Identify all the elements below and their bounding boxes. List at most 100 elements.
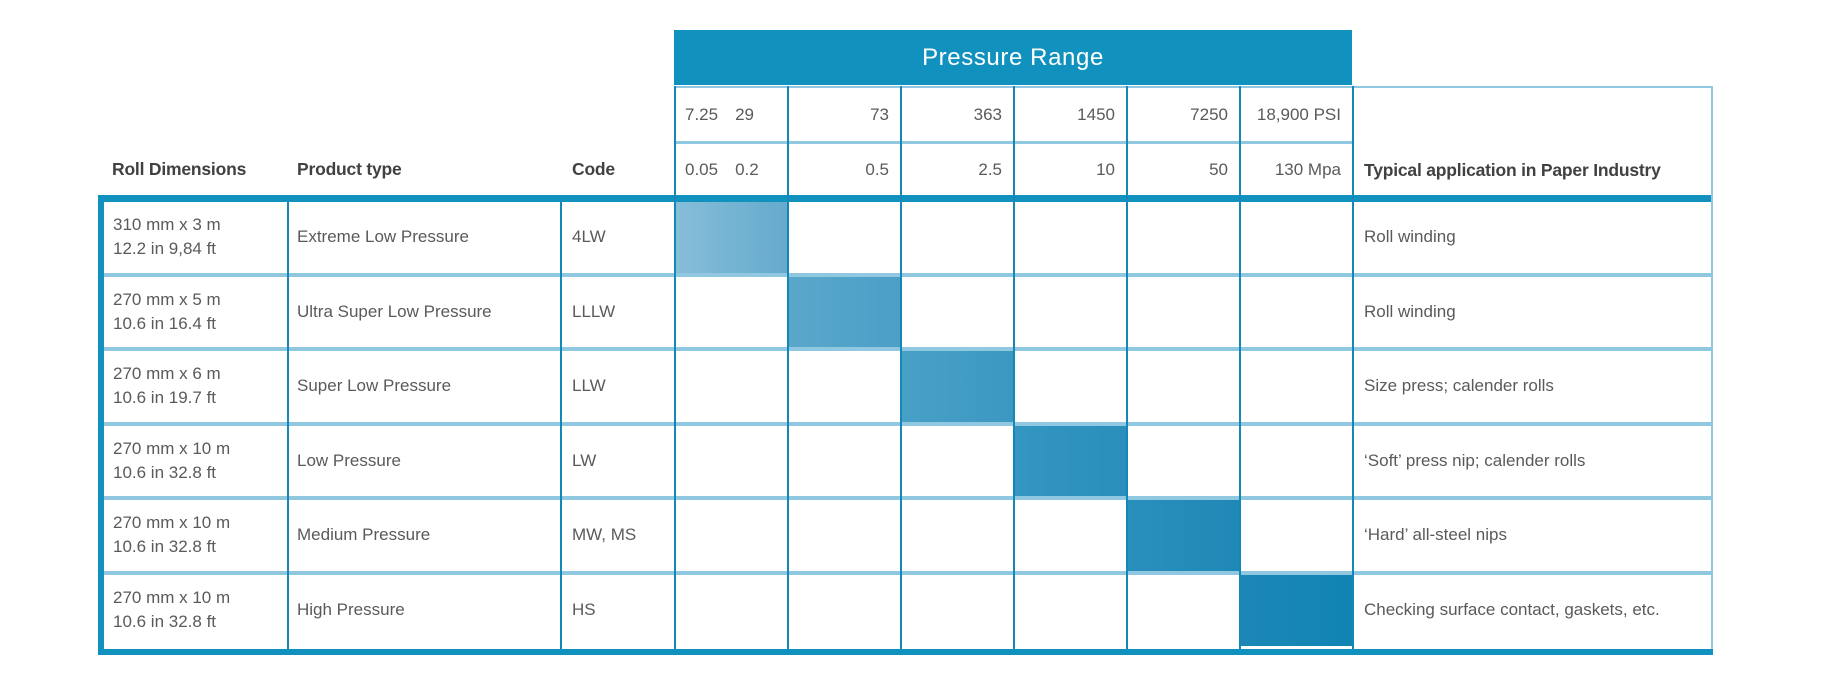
psi-cell: 18,900 PSI — [1239, 88, 1352, 141]
roll-dimensions-header: Roll Dimensions — [112, 159, 247, 179]
table-row: 270 mm x 5 m 10.6 in 16.4 ft Ultra Super… — [104, 276, 1711, 351]
pressure-cell — [1126, 426, 1239, 497]
mpa-cell: 50 — [1126, 144, 1239, 195]
product-type-cell: Super Low Pressure — [297, 376, 452, 396]
roll-dimensions-cell: 310 mm x 3 m 12.2 in 9,84 ft — [104, 202, 287, 273]
psi-header-row: 7.25 29 73 363 1450 7250 18,900 PSI — [674, 88, 1352, 141]
header-divider-bar — [98, 195, 1713, 202]
psi-value: 73 — [870, 104, 889, 124]
table-row: 270 mm x 10 m 10.6 in 32.8 ft Low Pressu… — [104, 425, 1711, 500]
psi-cell: 7250 — [1126, 88, 1239, 141]
mpa-value: 50 — [1209, 159, 1228, 179]
code-cell: LLW — [572, 376, 606, 396]
dimensions-metric: 270 mm x 10 m — [113, 438, 231, 458]
application-cell: ‘Soft’ press nip; calender rolls — [1364, 450, 1586, 470]
psi-cell: 7.25 29 — [674, 88, 787, 141]
table-row: 270 mm x 10 m 10.6 in 32.8 ft High Press… — [104, 574, 1711, 646]
table-row: 270 mm x 6 m 10.6 in 19.7 ft Super Low P… — [104, 351, 1711, 426]
grid-line-vertical — [674, 86, 676, 649]
dimensions-imperial: 10.6 in 19.7 ft — [113, 388, 217, 408]
application-header-label: Typical application in Paper Industry — [1364, 160, 1661, 180]
pressure-cell — [787, 276, 900, 347]
code-cell: LLLW — [572, 301, 616, 321]
pressure-range-banner-label: Pressure Range — [922, 43, 1104, 71]
pressure-cell — [1239, 202, 1352, 273]
mpa-cell: 2.5 — [900, 144, 1013, 195]
grid-line-vertical — [787, 86, 789, 649]
pressure-cell — [674, 426, 787, 497]
mpa-value: 10 — [1096, 159, 1115, 179]
pressure-cell — [900, 202, 1013, 273]
psi-value: 18,900 PSI — [1256, 104, 1341, 124]
pressure-cell — [1239, 351, 1352, 422]
mpa-header-row: 0.05 0.2 0.5 2.5 10 50 130 Mpa — [674, 144, 1352, 195]
roll-dimensions-cell: 270 mm x 10 m 10.6 in 32.8 ft — [104, 575, 287, 646]
psi-cell: 1450 — [1013, 88, 1126, 141]
application-cell: Roll winding — [1364, 227, 1456, 247]
roll-dimensions-cell: 270 mm x 10 m 10.6 in 32.8 ft — [104, 426, 287, 497]
code-cell: HS — [572, 600, 596, 619]
grid-line-vertical — [1711, 86, 1713, 649]
table-body: 310 mm x 3 m 12.2 in 9,84 ft Extreme Low… — [104, 202, 1711, 646]
grid-line-horizontal — [674, 86, 1713, 88]
pressure-cell — [787, 575, 900, 646]
dimensions-imperial: 10.6 in 32.8 ft — [113, 462, 217, 482]
product-type-cell: Low Pressure — [297, 450, 401, 470]
roll-dimensions-cell: 270 mm x 6 m 10.6 in 19.7 ft — [104, 351, 287, 422]
pressure-cell — [1013, 500, 1126, 571]
mpa-value: 0.5 — [865, 159, 889, 179]
application-cell: Size press; calender rolls — [1364, 376, 1554, 396]
pressure-cell — [1239, 426, 1352, 497]
pressure-cell — [787, 202, 900, 273]
pressure-cell — [674, 277, 787, 348]
mpa-value: 130 Mpa — [1274, 159, 1341, 179]
mpa-value: 0.2 — [735, 159, 759, 179]
pressure-cell — [1126, 575, 1239, 646]
pressure-cell — [1013, 277, 1126, 348]
pressure-cell — [900, 426, 1013, 497]
table-row: 270 mm x 10 m 10.6 in 32.8 ft Medium Pre… — [104, 500, 1711, 575]
pressure-cell — [674, 351, 787, 422]
dimensions-metric: 270 mm x 10 m — [113, 513, 231, 533]
application-header: Typical application in Paper Industry — [1352, 86, 1713, 195]
pressure-cell — [1239, 574, 1352, 646]
table-left-bar — [98, 195, 104, 655]
pressure-range-table: Pressure Range 7.25 29 73 363 1450 7250 … — [98, 30, 1713, 655]
psi-value: 363 — [973, 104, 1002, 124]
pressure-cell — [900, 277, 1013, 348]
psi-value: 29 — [735, 104, 755, 124]
code-cell: LW — [572, 450, 597, 470]
mpa-cell: 10 — [1013, 144, 1126, 195]
grid-line-vertical — [1013, 86, 1015, 649]
mpa-cell: 0.05 0.2 — [674, 144, 787, 195]
pressure-cell — [900, 351, 1013, 422]
psi-value: 1450 — [1077, 104, 1115, 124]
psi-cell: 73 — [787, 88, 900, 141]
pressure-cell — [1013, 425, 1126, 496]
application-cell: Checking surface contact, gaskets, etc. — [1364, 600, 1660, 619]
pressure-cell — [674, 575, 787, 646]
dimensions-imperial: 10.6 in 16.4 ft — [113, 313, 217, 333]
dimensions-metric: 270 mm x 5 m — [113, 289, 221, 309]
pressure-cell — [900, 575, 1013, 646]
pressure-cell — [1126, 500, 1239, 571]
pressure-cell — [674, 500, 787, 571]
pressure-cell — [1126, 202, 1239, 273]
product-type-cell: High Pressure — [297, 600, 405, 619]
grid-line-vertical — [1126, 86, 1128, 649]
pressure-cell — [787, 426, 900, 497]
pressure-cell — [900, 500, 1013, 571]
pressure-cell — [1239, 500, 1352, 571]
dimensions-imperial: 10.6 in 32.8 ft — [113, 537, 217, 557]
code-cell: 4LW — [572, 227, 606, 247]
pressure-cell — [1013, 202, 1126, 273]
pressure-cell — [1126, 277, 1239, 348]
pressure-cell — [787, 351, 900, 422]
table-bottom-bar — [98, 649, 1713, 655]
mpa-value: 0.05 — [685, 159, 719, 179]
mpa-cell: 130 Mpa — [1239, 144, 1352, 195]
grid-line-vertical — [287, 202, 289, 649]
psi-cell: 363 — [900, 88, 1013, 141]
product-type-cell: Medium Pressure — [297, 525, 431, 545]
application-cell: ‘Hard’ all-steel nips — [1364, 525, 1507, 545]
